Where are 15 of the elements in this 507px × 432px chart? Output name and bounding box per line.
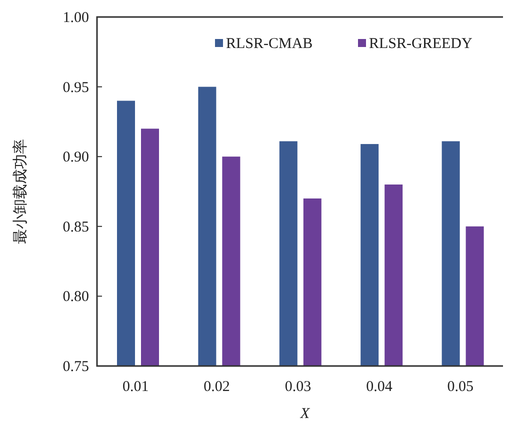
x-axis-title: X (299, 406, 310, 422)
y-tick-label: 0.90 (62, 150, 89, 166)
y-axis-title: 最小卸载成功率 (12, 139, 29, 244)
y-tick-label: 0.95 (62, 80, 89, 96)
y-tick-label: 0.85 (62, 219, 89, 236)
legend-label: RLSR-CMAB (226, 36, 313, 52)
x-tick-label: 0.03 (284, 379, 312, 395)
x-tick-label: 0.04 (366, 379, 393, 395)
x-tick-label: 0.05 (447, 379, 474, 395)
legend-label: RLSR-GREEDY (369, 36, 473, 52)
x-tick-label: 0.02 (204, 379, 230, 395)
x-tick-label: 0.01 (122, 379, 149, 395)
y-tick-label: 0.80 (62, 289, 89, 306)
y-tick-label: 1.00 (62, 10, 89, 26)
y-tick-label: 0.75 (62, 359, 89, 375)
